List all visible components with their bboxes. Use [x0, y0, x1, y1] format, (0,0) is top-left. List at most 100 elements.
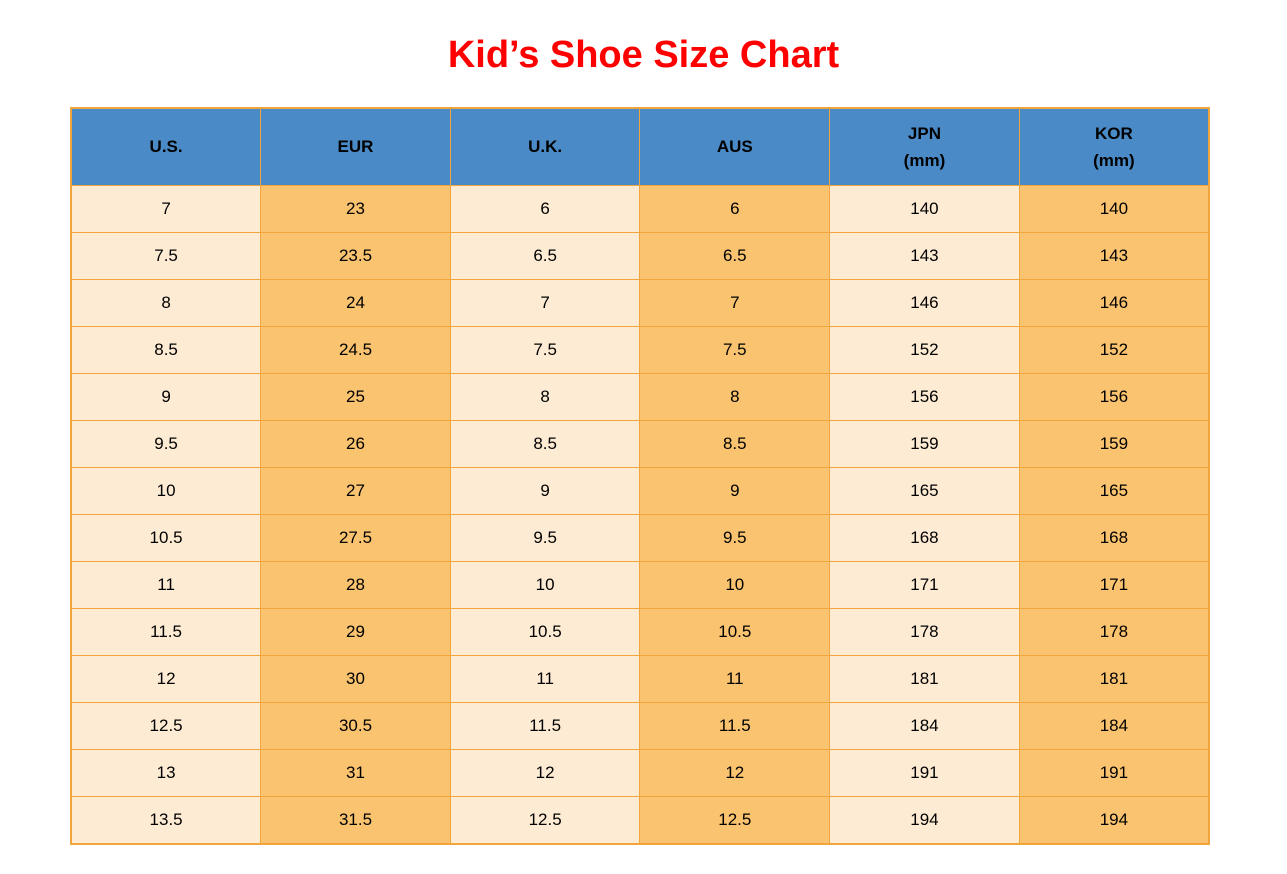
table-cell: 10: [70, 467, 262, 515]
table-cell: 8.5: [449, 420, 641, 468]
table-cell: 159: [1018, 420, 1210, 468]
table-cell: 31.5: [260, 796, 451, 845]
table-row: 10.5 27.5 9.5 9.5 168 168: [70, 514, 1210, 562]
table-cell: 152: [1018, 326, 1210, 374]
header-label: AUS: [716, 137, 753, 156]
header-cell-aus: AUS: [639, 107, 831, 186]
table-cell: 159: [829, 420, 1020, 468]
table-cell: 156: [1018, 373, 1210, 421]
table-cell: 12.5: [639, 796, 831, 845]
table-cell: 7.5: [449, 326, 641, 374]
table-cell: 6.5: [449, 232, 641, 280]
table-cell: 11.5: [639, 702, 831, 750]
table-cell: 6.5: [639, 232, 831, 280]
table-cell: 8.5: [639, 420, 831, 468]
table-cell: 152: [829, 326, 1020, 374]
header-sub-label: (mm): [903, 150, 946, 170]
header-row: U.S. EUR U.K. AUS JPN (mm) KOR (mm): [70, 107, 1210, 186]
table-row: 11 28 10 10 171 171: [70, 561, 1210, 609]
table-cell: 9: [639, 467, 831, 515]
table-cell: 9: [449, 467, 641, 515]
table-row: 9.5 26 8.5 8.5 159 159: [70, 420, 1210, 468]
table-cell: 165: [1018, 467, 1210, 515]
table-cell: 8: [70, 279, 262, 327]
table-cell: 194: [829, 796, 1020, 845]
table-cell: 27.5: [260, 514, 451, 562]
table-cell: 8: [449, 373, 641, 421]
table-cell: 6: [449, 185, 641, 233]
table-cell: 7: [449, 279, 641, 327]
header-label: EUR: [337, 137, 374, 156]
table-cell: 12: [449, 749, 641, 797]
header-label: U.S.: [149, 137, 183, 156]
table-row: 10 27 9 9 165 165: [70, 467, 1210, 515]
table-cell: 7: [70, 185, 262, 233]
page-title: Kid’s Shoe Size Chart: [447, 34, 840, 76]
header-label: KOR: [1095, 123, 1133, 143]
table-cell: 181: [1018, 655, 1210, 703]
table-cell: 25: [260, 373, 451, 421]
table-cell: 165: [829, 467, 1020, 515]
table-cell: 7.5: [70, 232, 262, 280]
table-cell: 8.5: [70, 326, 262, 374]
table-cell: 8: [639, 373, 831, 421]
table-cell: 10: [449, 561, 641, 609]
table-cell: 9.5: [639, 514, 831, 562]
table-cell: 24.5: [260, 326, 451, 374]
table-row: 13.5 31.5 12.5 12.5 194 194: [70, 796, 1210, 845]
table-cell: 6: [639, 185, 831, 233]
table-row: 9 25 8 8 156 156: [70, 373, 1210, 421]
table-cell: 11: [70, 561, 262, 609]
table-cell: 11.5: [70, 608, 262, 656]
table-cell: 171: [1018, 561, 1210, 609]
table-cell: 26: [260, 420, 451, 468]
table-row: 7 23 6 6 140 140: [70, 185, 1210, 233]
table-cell: 23: [260, 185, 451, 233]
table-cell: 31: [260, 749, 451, 797]
table-cell: 9.5: [70, 420, 262, 468]
table-cell: 191: [829, 749, 1020, 797]
table-cell: 140: [1018, 185, 1210, 233]
table-cell: 7.5: [639, 326, 831, 374]
shoe-size-table: U.S. EUR U.K. AUS JPN (mm) KOR (mm) 7 23 6 6 140 140…: [70, 107, 1210, 845]
table-row: 8 24 7 7 146 146: [70, 279, 1210, 327]
table-cell: 140: [829, 185, 1020, 233]
header-cell-uk: U.K.: [449, 107, 641, 186]
table-cell: 9.5: [449, 514, 641, 562]
table-cell: 146: [1018, 279, 1210, 327]
header-cell-jpn: JPN (mm): [829, 107, 1020, 186]
header-label: JPN: [907, 123, 941, 143]
table-row: 8.5 24.5 7.5 7.5 152 152: [70, 326, 1210, 374]
table-cell: 11: [449, 655, 641, 703]
header-cell-eur: EUR: [260, 107, 451, 186]
table-body: 7 23 6 6 140 140 7.5 23.5 6.5 6.5 143 143 8 24 7 7 146 14…: [70, 185, 1210, 845]
table-cell: 11.5: [449, 702, 641, 750]
table-header: U.S. EUR U.K. AUS JPN (mm) KOR (mm): [70, 107, 1210, 186]
header-cell-kor: KOR (mm): [1018, 107, 1210, 186]
table-row: 11.5 29 10.5 10.5 178 178: [70, 608, 1210, 656]
table-cell: 168: [1018, 514, 1210, 562]
table-row: 12.5 30.5 11.5 11.5 184 184: [70, 702, 1210, 750]
table-cell: 28: [260, 561, 451, 609]
table-cell: 30.5: [260, 702, 451, 750]
table-cell: 171: [829, 561, 1020, 609]
table-cell: 12.5: [449, 796, 641, 845]
header-sub-label: (mm): [1093, 150, 1135, 170]
table-cell: 156: [829, 373, 1020, 421]
table-cell: 10.5: [70, 514, 262, 562]
table-cell: 10: [639, 561, 831, 609]
table-cell: 23.5: [260, 232, 451, 280]
table-cell: 11: [639, 655, 831, 703]
table-cell: 146: [829, 279, 1020, 327]
table-cell: 168: [829, 514, 1020, 562]
table-cell: 10.5: [449, 608, 641, 656]
table-row: 13 31 12 12 191 191: [70, 749, 1210, 797]
table-row: 12 30 11 11 181 181: [70, 655, 1210, 703]
table-cell: 24: [260, 279, 451, 327]
table-cell: 178: [829, 608, 1020, 656]
header-label: U.K.: [528, 137, 563, 156]
table-cell: 181: [829, 655, 1020, 703]
table-cell: 184: [829, 702, 1020, 750]
table-cell: 12.5: [70, 702, 262, 750]
table-cell: 29: [260, 608, 451, 656]
